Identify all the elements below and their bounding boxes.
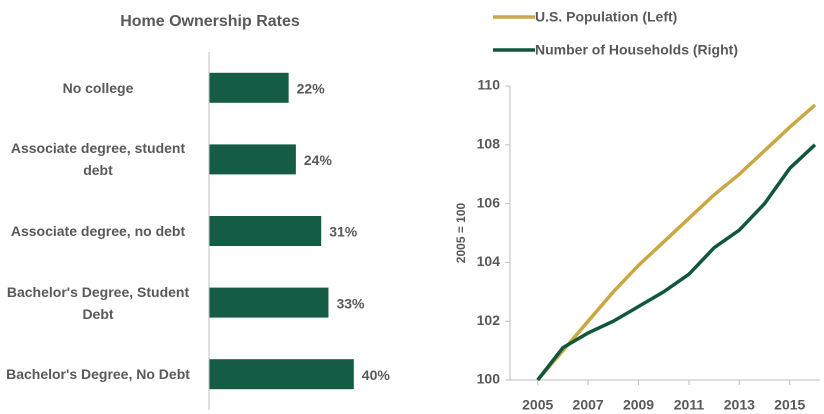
legend-label: Number of Households (Right): [535, 42, 738, 58]
bar: [209, 72, 289, 103]
category-label: Bachelor's Degree, Student Debt: [6, 283, 190, 322]
y-tick-label: 108: [477, 136, 501, 152]
bar: [209, 144, 296, 175]
chart-title: Home Ownership Rates: [120, 13, 300, 30]
category-label: Associate degree, no debt: [10, 223, 186, 239]
y-axis-label: 2005 = 100: [454, 202, 468, 263]
bar: [209, 216, 322, 246]
value-label: 31%: [329, 224, 358, 240]
line: [536, 143, 817, 382]
value-label: 33%: [336, 295, 365, 311]
y-tick-label: 100: [477, 371, 501, 387]
y-tick-label: 102: [477, 312, 501, 328]
category-label: Associate degree, student debt: [10, 140, 186, 179]
x-tick-label: 2007: [573, 397, 604, 413]
value-label: 40%: [362, 367, 391, 383]
bar: [209, 287, 329, 318]
y-tick-label: 104: [477, 253, 501, 269]
category-label: No college: [62, 79, 134, 96]
y-tick-label: 110: [477, 77, 500, 93]
x-tick-label: 2009: [623, 397, 654, 413]
x-tick-label: 2015: [774, 397, 805, 413]
value-label: 22%: [297, 81, 326, 97]
x-tick-label: 2005: [522, 397, 553, 413]
x-tick-label: 2011: [674, 397, 705, 413]
category-label: Bachelor's Degree, No Debt: [6, 366, 190, 383]
line: [536, 103, 817, 382]
x-tick-label: 2013: [724, 397, 755, 413]
legend-label: U.S. Population (Left): [535, 9, 677, 25]
y-tick-label: 106: [477, 194, 501, 210]
value-label: 24%: [304, 152, 333, 168]
bar: [209, 359, 354, 390]
